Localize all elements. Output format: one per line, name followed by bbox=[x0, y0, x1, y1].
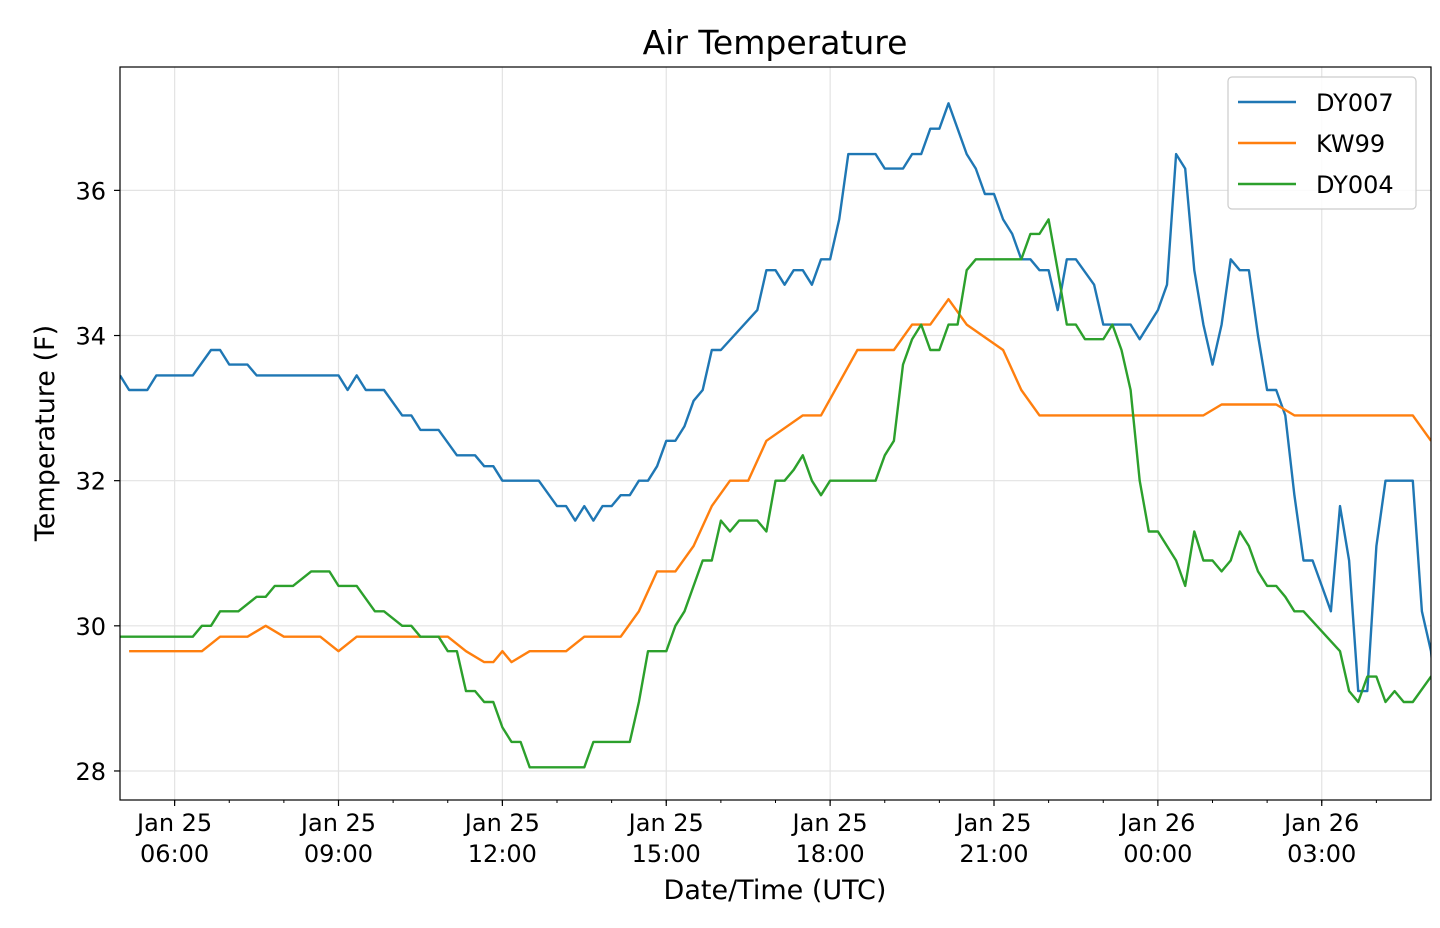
x-tick-label-time: 03:00 bbox=[1287, 840, 1356, 868]
series-line-dy004 bbox=[120, 218, 1431, 769]
series-lines bbox=[120, 102, 1431, 769]
x-axis-title: Date/Time (UTC) bbox=[664, 875, 887, 906]
legend: DY007 KW99 DY004 bbox=[1227, 76, 1417, 210]
grid-lines bbox=[120, 67, 1431, 800]
legend-label-dy004: DY004 bbox=[1316, 171, 1394, 199]
y-tick-label: 36 bbox=[75, 177, 106, 205]
legend-label-kw99: KW99 bbox=[1316, 130, 1385, 158]
x-tick-label-date: Jan 25 bbox=[627, 809, 704, 837]
x-tick-label-time: 09:00 bbox=[304, 840, 373, 868]
series-line-kw99 bbox=[129, 298, 1431, 664]
y-tick-label: 34 bbox=[75, 323, 106, 351]
x-tick-label-date: Jan 25 bbox=[463, 809, 540, 837]
y-tick-label: 32 bbox=[75, 468, 106, 496]
x-tick-label-time: 21:00 bbox=[959, 840, 1028, 868]
legend-label-dy007: DY007 bbox=[1316, 89, 1394, 117]
x-tick-label-time: 18:00 bbox=[796, 840, 865, 868]
x-tick-label-date: Jan 25 bbox=[135, 809, 212, 837]
axis-ticks: 28 30 32 34 36 Jan 25 06:00 Jan 25 09:00 Jan 25 12… bbox=[75, 177, 1377, 868]
x-tick-label-time: 12:00 bbox=[468, 840, 537, 868]
x-tick-label-date: Jan 25 bbox=[299, 809, 376, 837]
x-tick-label-time: 06:00 bbox=[140, 840, 209, 868]
series-line-dy007 bbox=[120, 102, 1431, 693]
y-tick-label: 30 bbox=[75, 613, 106, 641]
y-axis-title: Temperature (F) bbox=[30, 325, 61, 542]
y-tick-label: 28 bbox=[75, 758, 106, 786]
x-tick-label-date: Jan 25 bbox=[954, 809, 1031, 837]
chart-title: Air Temperature bbox=[643, 23, 908, 62]
legend-box bbox=[1227, 76, 1417, 210]
x-tick-label-time: 00:00 bbox=[1123, 840, 1192, 868]
x-tick-label-date: Jan 26 bbox=[1118, 809, 1195, 837]
x-tick-label-time: 15:00 bbox=[632, 840, 701, 868]
x-tick-label-date: Jan 26 bbox=[1282, 809, 1359, 837]
x-tick-label-date: Jan 25 bbox=[791, 809, 868, 837]
